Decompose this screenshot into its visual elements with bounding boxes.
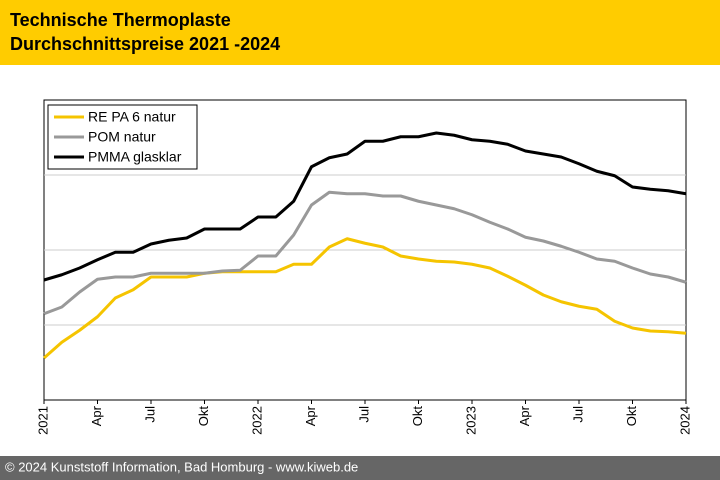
x-tick-label: Okt	[410, 406, 425, 427]
x-tick-label: 2024	[677, 406, 692, 435]
x-tick-label: Jul	[570, 406, 585, 423]
footer	[0, 456, 720, 480]
legend-label: RE PA 6 natur	[88, 109, 176, 125]
series-line	[43, 190, 687, 316]
series-line	[43, 131, 687, 282]
x-tick-label: 2022	[249, 406, 264, 435]
x-tick-label: Jul	[356, 406, 371, 423]
legend-label: POM natur	[88, 129, 156, 145]
x-tick-label: Apr	[517, 405, 532, 426]
x-tick-label: 2023	[463, 406, 478, 435]
x-tick-label: 2021	[35, 406, 50, 435]
x-tick-label: Apr	[89, 405, 104, 426]
header	[0, 0, 720, 65]
x-tick-label: Okt	[624, 406, 639, 427]
chart-subtitle: Durchschnittspreise 2021 -2024	[10, 34, 280, 54]
x-tick-label: Okt	[196, 406, 211, 427]
x-tick-label: Apr	[303, 405, 318, 426]
series-line	[43, 237, 687, 360]
x-tick-label: Jul	[142, 406, 157, 423]
legend-label: PMMA glasklar	[88, 149, 182, 165]
source: © 2024 Kunststoff Information, Bad Hombu…	[5, 459, 358, 474]
chart-title: Technische Thermoplaste	[10, 10, 231, 30]
